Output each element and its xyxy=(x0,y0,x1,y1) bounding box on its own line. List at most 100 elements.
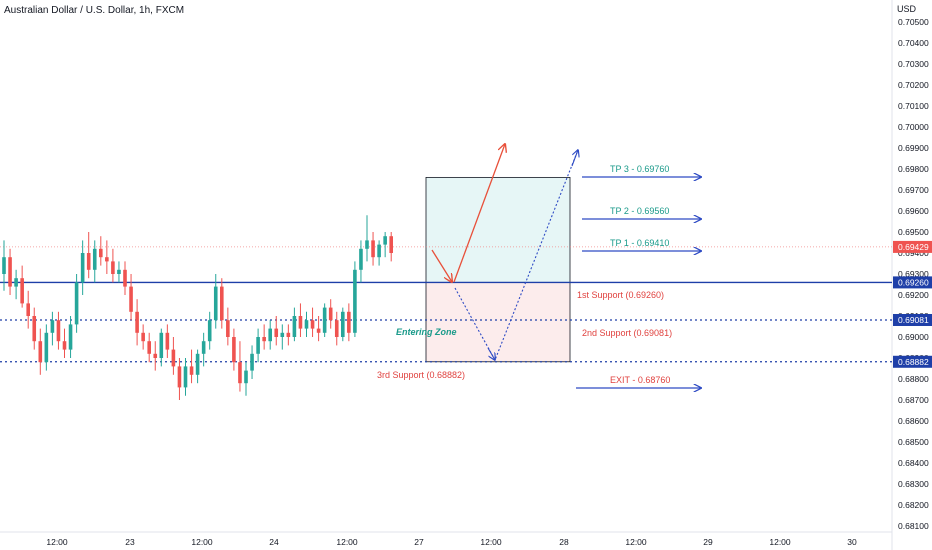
time-tick-label: 12:00 xyxy=(191,537,213,547)
arrow-down-red xyxy=(431,249,452,282)
time-tick-label: 30 xyxy=(847,537,857,547)
candle-body xyxy=(14,278,18,287)
candle-body xyxy=(201,341,206,354)
candle-body xyxy=(50,320,55,333)
position-zones xyxy=(425,176,571,363)
price-tick-label: 0.69900 xyxy=(898,143,929,153)
candle-body xyxy=(189,366,194,375)
exit-label: EXIT - 0.68760 xyxy=(610,375,670,385)
candlesticks xyxy=(2,215,393,400)
candle-body xyxy=(280,332,285,337)
candle-body xyxy=(26,303,30,316)
tp3-label: TP 3 - 0.69760 xyxy=(610,164,669,174)
candle-body xyxy=(92,248,97,270)
candle-body xyxy=(322,307,327,333)
candle-body xyxy=(165,332,170,350)
candle-body xyxy=(353,269,357,333)
currency-label: USD xyxy=(897,4,917,14)
candle-body xyxy=(268,328,272,342)
candle-body xyxy=(310,320,315,329)
candle-body xyxy=(195,353,200,375)
candle-body xyxy=(20,278,24,304)
support2-label: 2nd Support (0.69081) xyxy=(582,328,672,338)
price-tick-label: 0.70100 xyxy=(898,101,929,111)
annotation-labels: TP 3 - 0.69760 TP 2 - 0.69560 TP 1 - 0.694… xyxy=(377,164,672,385)
candle-body xyxy=(159,332,164,358)
price-axis: 0.70500 0.70400 0.70300 0.70200 0.70100 0.700… xyxy=(891,0,929,550)
candle-body xyxy=(105,257,109,262)
candle-body xyxy=(62,341,67,350)
support1-label: 1st Support (0.69260) xyxy=(577,290,664,300)
candle-body xyxy=(2,257,6,274)
candle-body xyxy=(334,320,339,337)
candle-body xyxy=(298,316,303,329)
candle-body xyxy=(316,328,321,333)
candle-body xyxy=(250,353,254,371)
candle-body xyxy=(32,316,37,342)
candle-body xyxy=(74,282,79,325)
price-badge xyxy=(893,313,932,326)
candle-body xyxy=(359,248,363,270)
candle-body xyxy=(56,320,61,342)
price-tick-label: 0.69800 xyxy=(898,164,929,174)
projection-arrows xyxy=(431,144,701,388)
price-tick-label: 0.70200 xyxy=(898,80,929,90)
price-tick-label: 0.69300 xyxy=(898,269,929,279)
price-tick-label: 0.68300 xyxy=(898,479,929,489)
time-tick-label: 29 xyxy=(703,537,713,547)
candle-body xyxy=(341,311,345,337)
candle-body xyxy=(171,349,176,367)
time-tick-label: 12:00 xyxy=(769,537,791,547)
candle-body xyxy=(292,316,297,337)
candle-body xyxy=(304,320,309,329)
chart-title: Australian Dollar / U.S. Dollar, 1h, FXC… xyxy=(4,5,184,16)
loss-zone xyxy=(425,281,571,363)
candle-body xyxy=(80,253,85,283)
candle-body xyxy=(213,286,218,321)
price-badge-label: 0.69429 xyxy=(898,242,929,252)
time-tick-label: 12:00 xyxy=(625,537,647,547)
time-tick-label: 28 xyxy=(559,537,569,547)
candle-body xyxy=(153,353,158,358)
arrow-up-red xyxy=(453,144,505,283)
candle-body xyxy=(383,236,387,245)
arrow-up-blue xyxy=(571,150,578,167)
entering-zone-label: Entering Zone xyxy=(396,327,457,337)
candle-body xyxy=(226,320,230,337)
candle-body xyxy=(256,337,260,354)
tp2-label: TP 2 - 0.69560 xyxy=(610,206,669,216)
candle-body xyxy=(347,311,351,333)
price-badges: 0.69429 0.69260 0.69081 0.68882 xyxy=(893,240,932,368)
profit-zone xyxy=(425,176,571,283)
price-tick-label: 0.69000 xyxy=(898,332,929,342)
price-tick-label: 0.68500 xyxy=(898,437,929,447)
candle-body xyxy=(220,286,224,321)
time-tick-label: 23 xyxy=(125,537,135,547)
candle-body xyxy=(274,328,279,337)
price-tick-label: 0.69600 xyxy=(898,206,929,216)
time-tick-label: 24 xyxy=(269,537,279,547)
price-tick-label: 0.70500 xyxy=(898,17,929,27)
price-tick-label: 0.69700 xyxy=(898,185,929,195)
candle-body xyxy=(117,269,121,274)
price-tick-label: 0.69200 xyxy=(898,290,929,300)
price-tick-label: 0.68700 xyxy=(898,395,929,405)
candle-body xyxy=(365,240,369,249)
price-badge xyxy=(893,276,932,289)
time-tick-label: 27 xyxy=(414,537,424,547)
candle-body xyxy=(111,261,115,274)
candle-body xyxy=(377,244,381,258)
candle-body xyxy=(68,324,73,350)
time-tick-label: 12:00 xyxy=(46,537,68,547)
price-tick-label: 0.70000 xyxy=(898,122,929,132)
projection-path-blue xyxy=(454,149,579,362)
candle-body xyxy=(286,332,291,337)
price-tick-label: 0.68600 xyxy=(898,416,929,426)
price-badge-label: 0.69081 xyxy=(898,315,929,325)
candle-body xyxy=(244,370,248,384)
time-axis: 12:00 23 12:00 24 12:00 27 12:00 28 12:00 29 12:00… xyxy=(0,531,892,547)
candle-body xyxy=(135,311,139,333)
candle-body xyxy=(262,337,266,342)
price-badge xyxy=(893,240,932,253)
